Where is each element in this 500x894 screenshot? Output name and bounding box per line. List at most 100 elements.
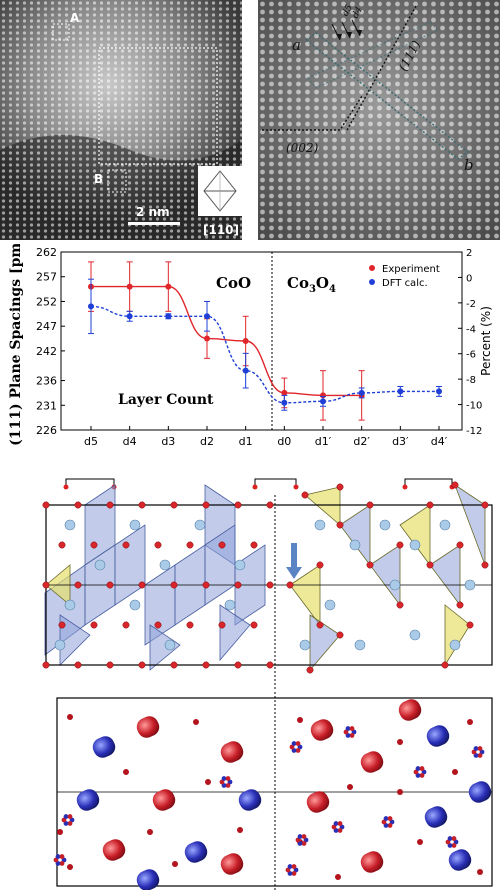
x-tick-label: d2 [200, 435, 214, 448]
x-tick-label: d1′ [315, 435, 332, 448]
y2-tick-label: -6 [466, 350, 476, 361]
orbital-lobe [389, 819, 395, 825]
x-tick-label: d0 [277, 435, 291, 448]
data-point [281, 389, 288, 396]
oxygen-atom [266, 581, 274, 589]
data-point [204, 313, 210, 320]
charge-density-plot [0, 692, 500, 891]
orbital-lobe [61, 817, 67, 823]
oxygen-atom [316, 561, 324, 569]
orbital-lobe [383, 816, 389, 821]
oxygen-atom [481, 561, 489, 569]
cobalt-atom [64, 519, 76, 531]
spacing-label-d5: d5 [341, 3, 355, 18]
oxygen-atom [186, 621, 194, 629]
orbital-lobe [69, 817, 75, 823]
oxygen-atom [426, 501, 434, 509]
stem-image-zoom: a b (111) (002) d5 d4 [258, 0, 500, 240]
cobalt-atom [299, 639, 311, 651]
orbital-lobe [451, 843, 457, 848]
stem-overview-svg: A B 2 nm [110] [0, 0, 242, 240]
orbital-lobe [293, 867, 299, 873]
oxygen-atom [396, 601, 404, 609]
oxygen-atom [154, 621, 162, 629]
isosurface-negative [426, 725, 450, 747]
isosurface-negative [76, 789, 100, 811]
oxygen-atom [58, 621, 66, 629]
orbital-lobe [415, 766, 421, 771]
orbital-lobe [351, 729, 357, 735]
orbital-lobe [421, 769, 427, 775]
oxygen-atom [250, 541, 258, 549]
orbital-lobe [387, 823, 393, 828]
y-tick-label: 242 [36, 345, 57, 358]
density-isosurfaces [53, 699, 492, 891]
x-axis-label: Layer Count [118, 392, 214, 408]
data-point [242, 338, 249, 344]
cobalt-atom [194, 519, 206, 531]
legend-marker-experiment [369, 265, 375, 271]
orbital-lobe [413, 769, 419, 775]
orbital-lobe [63, 821, 69, 826]
cobalt-atom [449, 639, 461, 651]
orbital-lobe [301, 834, 307, 839]
orbital-lobe [447, 836, 453, 841]
data-point [320, 398, 326, 405]
zone-axis-label: [110] [203, 223, 239, 237]
oxygen-atom [106, 661, 114, 669]
orbital-lobe [219, 779, 225, 785]
oxygen-atom [396, 541, 404, 549]
oxygen-atom [147, 829, 153, 835]
cobalt-atom [314, 519, 326, 531]
orbital-lobe [471, 749, 477, 755]
oxygen-atom [336, 521, 344, 529]
cobalt-atom [439, 519, 451, 531]
region-label-a: A [70, 11, 80, 25]
orbital-lobe [419, 766, 425, 771]
zone-axis-inset [198, 166, 242, 216]
orbital-lobe [297, 744, 303, 750]
isosurface-positive [152, 789, 176, 811]
orbital-lobe [59, 861, 65, 866]
oxygen-atom [138, 581, 146, 589]
oxygen-atom [74, 501, 82, 509]
orbital-lobe [297, 841, 303, 846]
oxygen-atom [234, 501, 242, 509]
cobalt-atom [54, 639, 66, 651]
oxygen-atom [122, 541, 130, 549]
isosurface-negative [448, 849, 472, 871]
cobalt-atom [94, 559, 106, 571]
oxygen-atom [172, 861, 178, 867]
series-group [88, 261, 442, 421]
structure-svg [42, 478, 493, 690]
orbital-lobe [447, 843, 453, 848]
y-axis-ticks: 226 231 236 242 247 252 257 262 [36, 246, 65, 437]
relaxation-arrow [286, 543, 302, 579]
oxygen-atom [138, 501, 146, 509]
oxygen-atom [441, 661, 449, 669]
data-point [397, 388, 404, 395]
bracket-d5 [63, 478, 117, 490]
data-point [320, 392, 326, 399]
plane-spacing-chart: 226 231 236 242 247 252 257 262 -12 -10 -8 -6 -4 -2 0… [0, 236, 500, 458]
spacing-label-d4: d4 [351, 5, 365, 20]
cobalt-atom [464, 579, 476, 591]
polyhedra-coo [44, 484, 266, 671]
oxygen-atom [67, 714, 73, 720]
oxygen-atom [170, 661, 178, 669]
oxygen-atom [58, 541, 66, 549]
oxygen-atom [123, 769, 129, 775]
oxygen-atom [451, 481, 459, 489]
profile-label-a: a [292, 36, 301, 54]
oxygen-atom [170, 501, 178, 509]
cobalt-atom [224, 599, 236, 611]
orbital-lobe [451, 836, 457, 841]
isosurface-positive [220, 853, 244, 875]
orbital-lobe [221, 776, 227, 781]
scale-bar [128, 222, 180, 225]
legend-label-experiment: Experiment [382, 264, 440, 275]
oxygen-atom [397, 739, 403, 745]
orbital-lobe [225, 776, 231, 781]
oxygen-atom [193, 719, 199, 725]
cobalt-atom [64, 599, 76, 611]
